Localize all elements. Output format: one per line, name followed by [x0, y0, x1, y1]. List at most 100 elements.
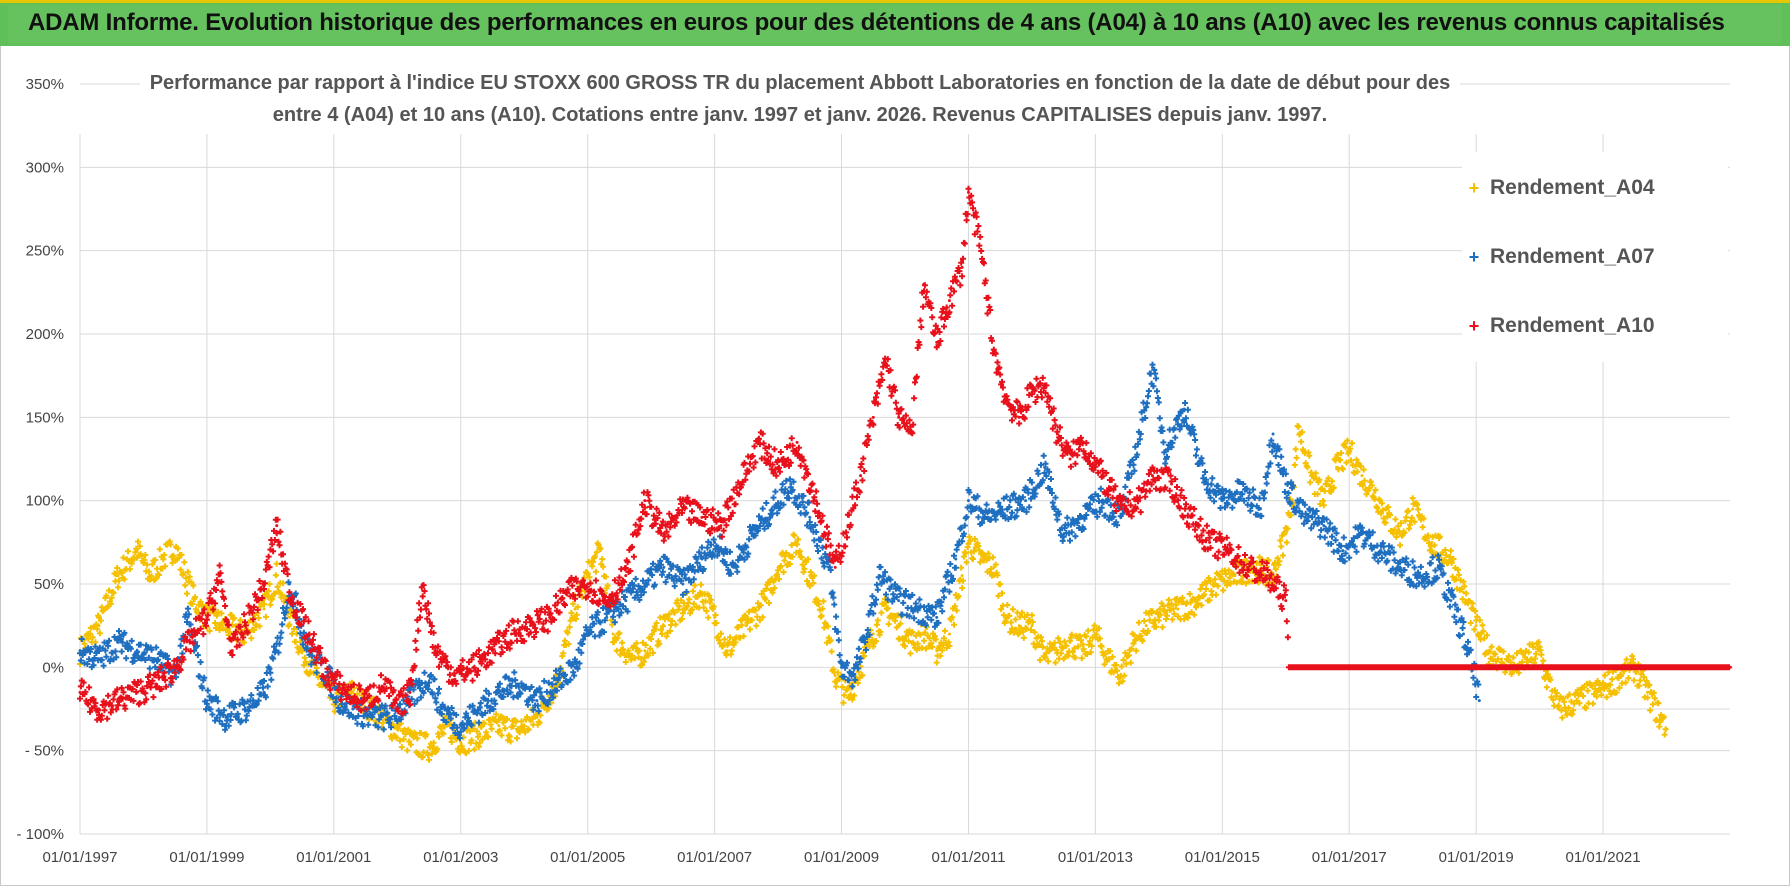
data-point — [440, 707, 444, 711]
data-point — [922, 282, 926, 286]
data-point — [605, 615, 609, 619]
data-point — [1379, 665, 1383, 669]
data-point — [947, 299, 951, 303]
data-point — [1043, 657, 1047, 661]
data-point — [275, 574, 279, 578]
x-tick-label: 01/01/2017 — [1312, 849, 1387, 866]
data-point — [1601, 665, 1605, 669]
data-point — [979, 557, 983, 561]
data-point — [1474, 624, 1478, 628]
data-point — [154, 657, 158, 661]
data-point — [516, 682, 520, 686]
x-tick-label: 01/01/1997 — [42, 849, 117, 866]
data-point — [1569, 665, 1573, 669]
data-point — [1449, 599, 1453, 603]
data-point — [1436, 565, 1440, 569]
data-point — [1005, 507, 1009, 511]
data-point — [1665, 727, 1669, 731]
series-rendement-a07 — [77, 361, 1482, 742]
data-point — [548, 615, 552, 619]
x-tick-label: 01/01/2007 — [677, 849, 752, 866]
data-point — [395, 707, 399, 711]
data-point — [1239, 490, 1243, 494]
data-point — [554, 682, 558, 686]
data-point — [776, 565, 780, 569]
data-point — [1005, 399, 1009, 403]
data-point — [1055, 432, 1059, 436]
chart-legend: + Rendement_A04 + Rendement_A07 + Rendem… — [1462, 152, 1728, 362]
data-point — [966, 540, 970, 544]
data-point — [1189, 515, 1193, 519]
data-point — [1138, 499, 1142, 503]
y-tick-label: 300% — [26, 159, 64, 176]
legend-item-a07: + Rendement_A07 — [1462, 237, 1655, 277]
y-axis-tick-labels: - 100% - 50% 0% 50% 100% 150% 200% 250% 300% 350% — [16, 76, 64, 843]
data-point — [262, 607, 266, 611]
data-point — [700, 557, 704, 561]
data-point — [408, 690, 412, 694]
data-point — [478, 707, 482, 711]
data-point — [205, 615, 209, 619]
data-point — [1119, 507, 1123, 511]
data-point — [1341, 549, 1345, 553]
data-point — [909, 640, 913, 644]
x-tick-label: 01/01/2003 — [423, 849, 498, 866]
data-point — [897, 415, 901, 419]
data-point — [1043, 382, 1047, 386]
data-point — [1043, 465, 1047, 469]
data-point — [814, 499, 818, 503]
report-title: ADAM Informe. Evolution historique des p… — [28, 9, 1725, 36]
data-point — [662, 565, 666, 569]
x-tick-label: 01/01/2021 — [1566, 849, 1641, 866]
data-point — [1442, 665, 1446, 669]
data-point — [116, 640, 120, 644]
data-point — [1227, 549, 1231, 553]
data-point — [624, 599, 628, 603]
data-point — [884, 607, 888, 611]
data-point — [909, 432, 913, 436]
data-point — [770, 507, 774, 511]
data-point — [833, 565, 837, 569]
data-point — [935, 649, 939, 653]
data-point — [192, 632, 196, 636]
data-point — [205, 699, 209, 703]
data-point — [148, 574, 152, 578]
data-point — [427, 674, 431, 678]
x-tick-label: 01/01/2001 — [296, 849, 371, 866]
data-point — [1316, 665, 1319, 669]
data-point — [935, 340, 939, 344]
report-banner: ADAM Informe. Evolution historique des p… — [0, 0, 1790, 46]
data-point — [624, 574, 628, 578]
data-point — [1373, 490, 1377, 494]
data-point — [1658, 715, 1662, 719]
data-point — [1544, 674, 1548, 678]
data-point — [713, 615, 717, 619]
data-point — [351, 707, 355, 711]
data-point — [230, 649, 234, 653]
data-point — [1246, 565, 1250, 569]
data-point — [681, 607, 685, 611]
data-point — [573, 665, 577, 669]
data-point — [922, 632, 926, 636]
data-point — [1620, 674, 1624, 678]
y-tick-label: - 100% — [16, 826, 64, 843]
data-point — [960, 574, 964, 578]
data-point — [1151, 474, 1154, 478]
data-point — [1271, 432, 1275, 436]
data-point — [1296, 424, 1300, 428]
data-point — [1119, 515, 1123, 519]
data-point — [1287, 665, 1291, 669]
data-point — [491, 649, 494, 653]
x-axis-tick-labels: 01/01/1997 01/01/1999 01/01/2001 01/01/2003… — [42, 849, 1640, 866]
data-point — [865, 632, 869, 636]
legend-item-a04: + Rendement_A04 — [1462, 168, 1655, 208]
y-tick-label: - 50% — [25, 743, 64, 760]
data-point — [1525, 657, 1529, 661]
data-point — [789, 482, 793, 486]
series-markers — [77, 361, 1482, 742]
data-point — [243, 707, 247, 711]
data-point — [732, 565, 736, 569]
data-point — [1233, 574, 1237, 578]
data-point — [846, 695, 850, 699]
